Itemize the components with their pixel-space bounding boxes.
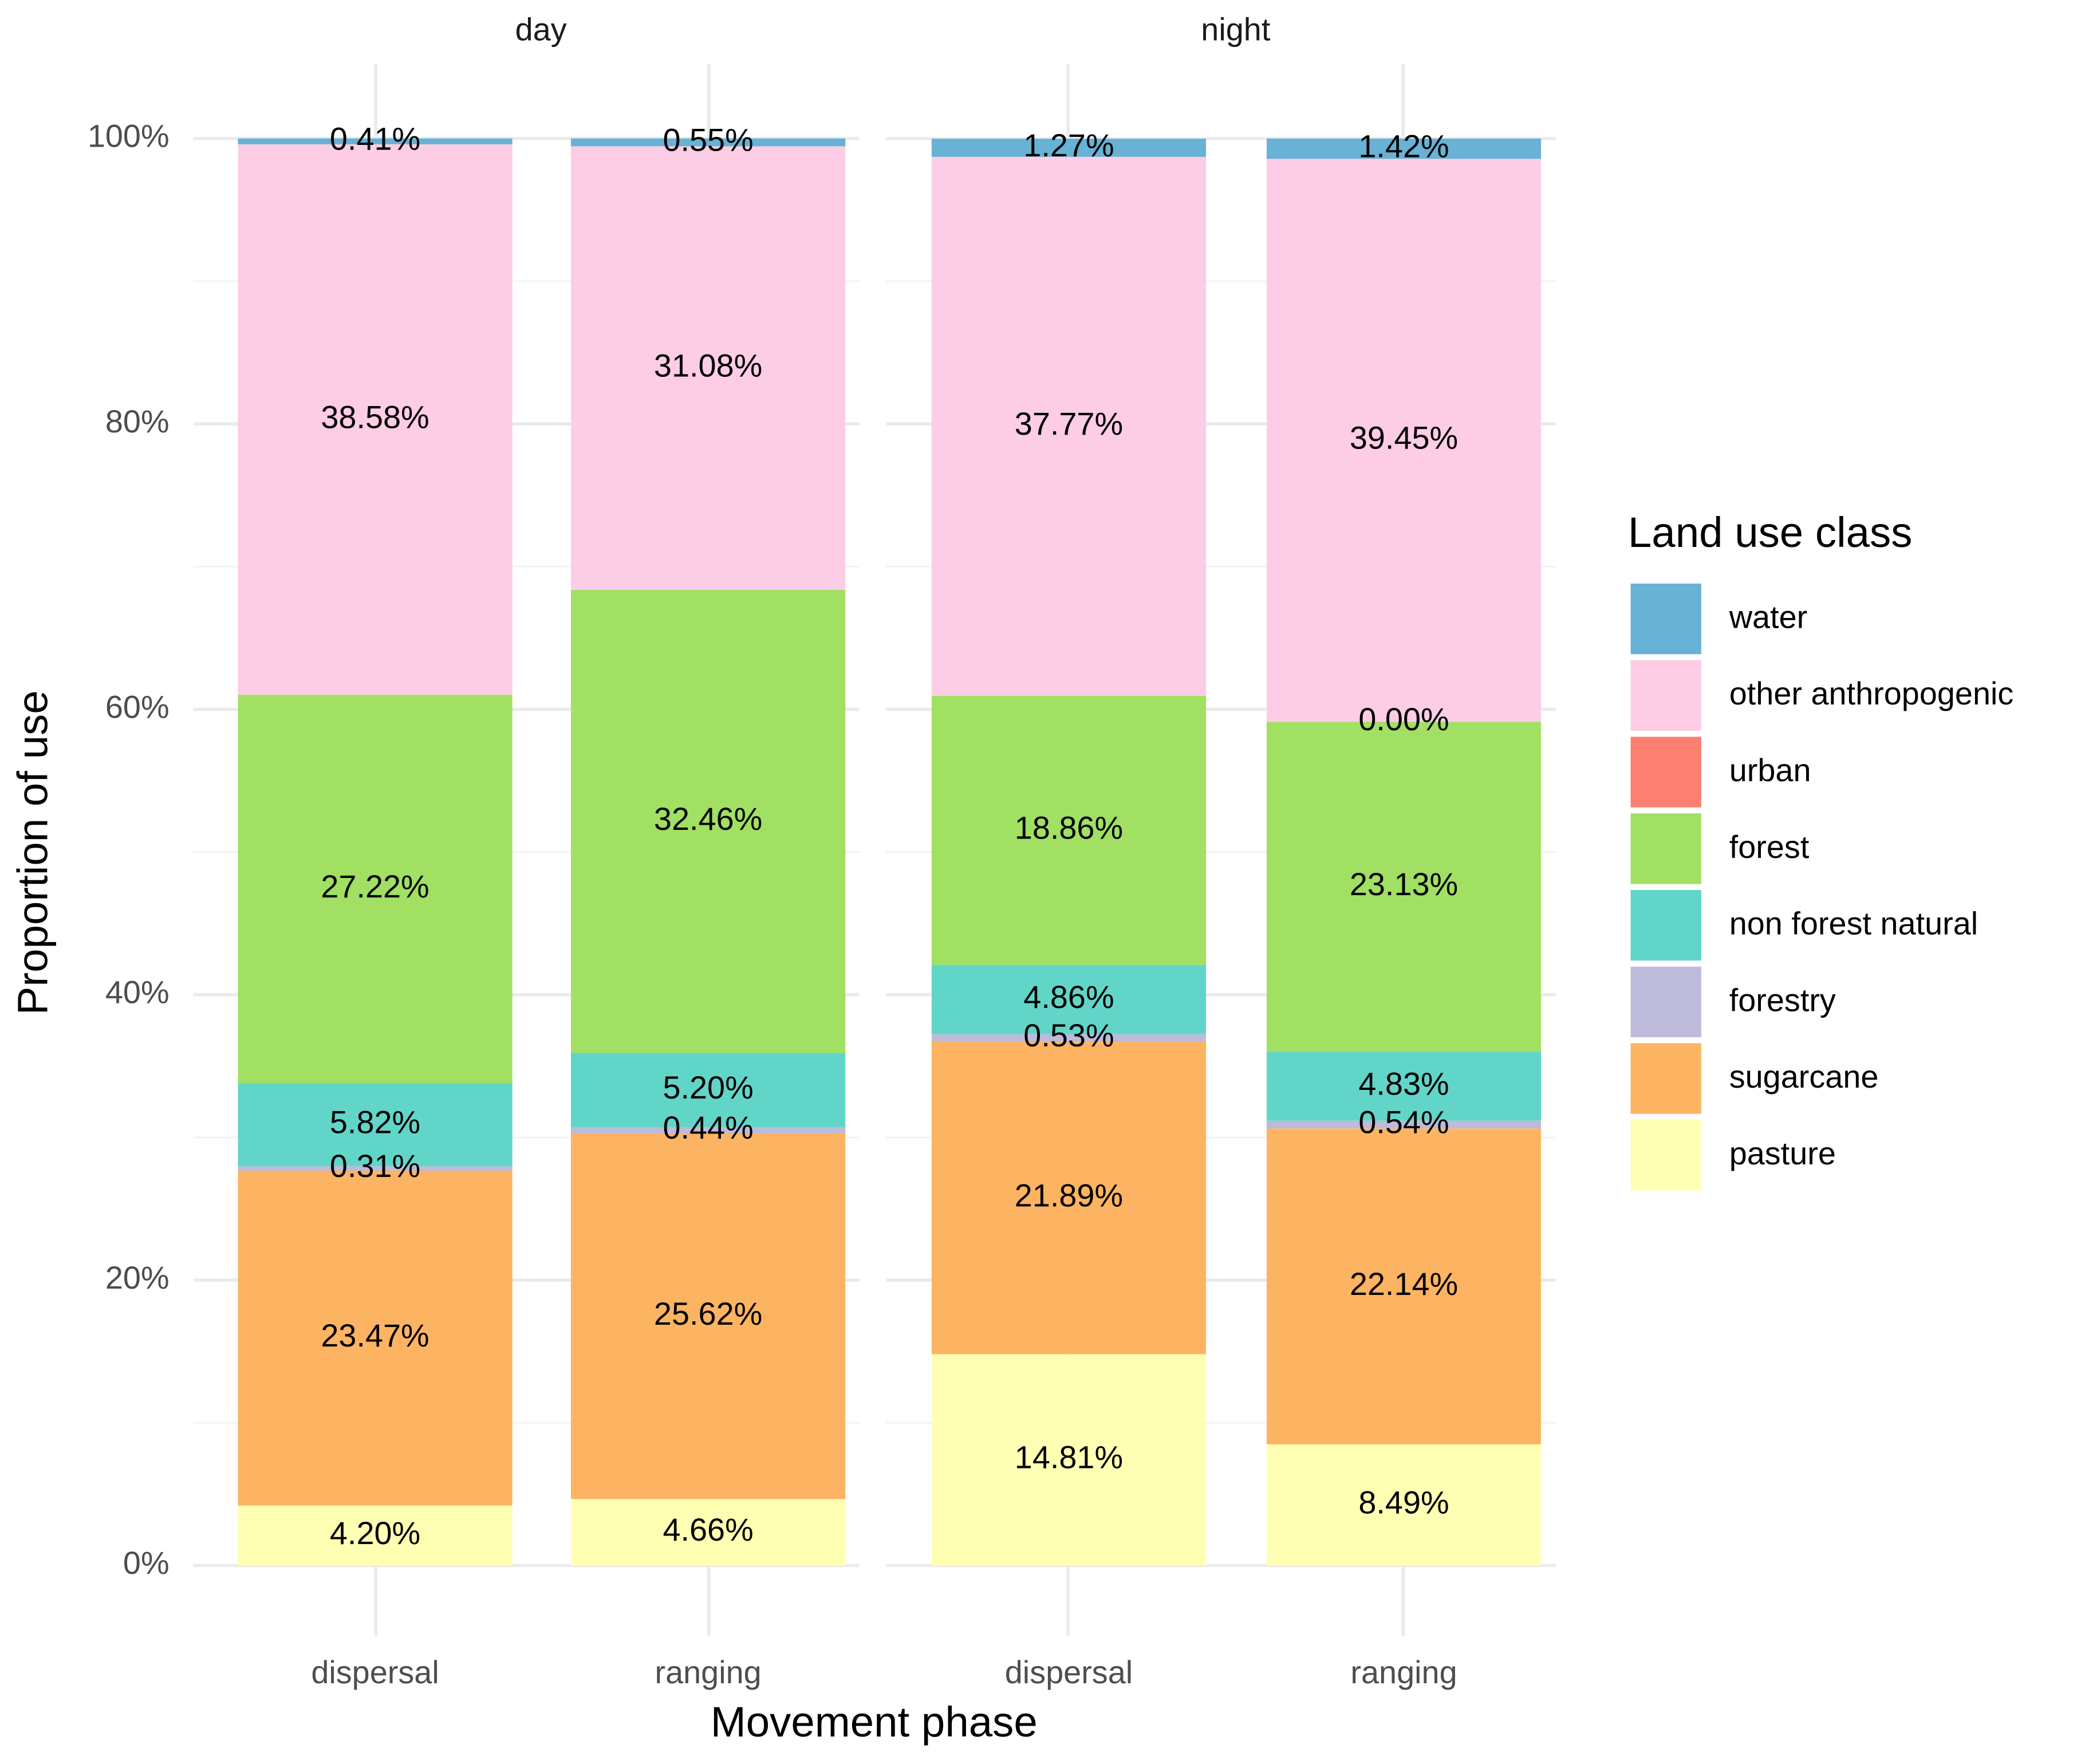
- bar-segment: [931, 1354, 1207, 1566]
- value-label: 5.20%: [663, 1069, 753, 1105]
- legend-key: [1630, 660, 1701, 731]
- bar-segment: [1266, 1128, 1542, 1444]
- value-label: 22.14%: [1350, 1266, 1458, 1302]
- legend-title: Land use class: [1628, 509, 1913, 556]
- value-label: 23.13%: [1350, 866, 1458, 902]
- bar-segment: [931, 139, 1207, 157]
- y-tick-label: 60%: [105, 688, 170, 724]
- x-tick-label: ranging: [655, 1654, 761, 1690]
- value-label: 0.00%: [1358, 701, 1449, 737]
- value-label: 4.83%: [1358, 1065, 1449, 1101]
- bar-segment: [1266, 1444, 1542, 1566]
- bar-segment: [571, 1499, 846, 1566]
- y-tick-label: 0%: [123, 1545, 170, 1581]
- value-label: 27.22%: [321, 868, 429, 904]
- value-label: 0.41%: [330, 121, 420, 157]
- bar-segment: [931, 695, 1207, 965]
- bar-segment: [571, 1127, 846, 1133]
- legend-label: sugarcane: [1729, 1058, 1879, 1094]
- legend-key: [1630, 1120, 1701, 1191]
- value-label: 0.55%: [663, 121, 753, 158]
- x-axis-title: Movement phase: [711, 1698, 1038, 1746]
- facet-title: day: [515, 11, 567, 48]
- value-label: 8.49%: [1358, 1484, 1449, 1520]
- bar-segment: [1266, 722, 1542, 1052]
- value-label: 25.62%: [654, 1296, 762, 1332]
- value-label: 0.54%: [1358, 1104, 1449, 1140]
- legend-key: [1630, 1043, 1701, 1114]
- bar-segment: [571, 1133, 846, 1499]
- legend-key: [1630, 583, 1701, 655]
- bar-segment: [931, 1034, 1207, 1042]
- value-label: 39.45%: [1350, 420, 1458, 456]
- bar-segment: [238, 695, 513, 1084]
- value-label: 32.46%: [654, 801, 762, 837]
- value-label: 4.66%: [663, 1511, 753, 1548]
- bar-segment: [238, 1166, 513, 1171]
- value-label: 1.27%: [1023, 127, 1114, 163]
- value-label: 23.47%: [321, 1317, 429, 1353]
- x-tick-label: dispersal: [1005, 1654, 1133, 1690]
- bar-segment: [238, 1083, 513, 1167]
- bar-segment: [238, 1505, 513, 1566]
- bar-segment: [931, 1042, 1207, 1354]
- value-label: 4.20%: [330, 1515, 420, 1551]
- bar-segment: [571, 146, 846, 590]
- bar-segment: [1266, 1120, 1542, 1129]
- legend-key: [1630, 966, 1701, 1038]
- bar-segment: [238, 138, 513, 144]
- legend-label: forestry: [1729, 982, 1836, 1018]
- y-tick-label: 20%: [105, 1259, 170, 1296]
- value-label: 0.44%: [663, 1109, 753, 1145]
- x-tick-label: dispersal: [311, 1654, 439, 1690]
- bar-segment: [931, 964, 1207, 1034]
- value-label: 21.89%: [1015, 1177, 1123, 1213]
- bar-segment: [571, 1053, 846, 1128]
- legend-label: forest: [1729, 829, 1810, 865]
- legend-key: [1630, 737, 1701, 808]
- legend-label: pasture: [1729, 1135, 1836, 1171]
- y-tick-label: 40%: [105, 974, 170, 1010]
- value-label: 31.08%: [654, 347, 762, 383]
- legend-label: water: [1729, 598, 1808, 635]
- bar-segment: [238, 1170, 513, 1506]
- value-label: 4.86%: [1023, 979, 1114, 1015]
- value-label: 5.82%: [330, 1104, 420, 1140]
- legend-label: non forest natural: [1729, 905, 1978, 942]
- value-label: 18.86%: [1015, 810, 1123, 846]
- bar-segment: [931, 156, 1207, 696]
- value-label: 14.81%: [1015, 1439, 1123, 1475]
- value-label: 38.58%: [321, 399, 429, 435]
- bar-segment: [238, 144, 513, 695]
- legend-label: other anthropogenic: [1729, 675, 2014, 711]
- y-tick-label: 80%: [105, 403, 170, 439]
- y-axis-title: Proportion of use: [9, 690, 57, 1015]
- bar-segment: [1266, 138, 1542, 159]
- bar-segment: [571, 138, 846, 147]
- bar-segment: [1266, 159, 1542, 722]
- value-label: 0.31%: [330, 1148, 420, 1184]
- x-tick-label: ranging: [1350, 1654, 1457, 1690]
- value-label: 1.42%: [1358, 128, 1449, 164]
- value-label: 0.53%: [1023, 1017, 1114, 1053]
- bar-segment: [1266, 1052, 1542, 1121]
- value-label: 37.77%: [1015, 405, 1123, 442]
- legend-key: [1630, 813, 1701, 884]
- facet-title: night: [1201, 11, 1271, 48]
- bar-segment: [571, 589, 846, 1053]
- legend-key: [1630, 889, 1701, 961]
- legend-label: urban: [1729, 752, 1811, 788]
- y-tick-label: 100%: [88, 118, 170, 154]
